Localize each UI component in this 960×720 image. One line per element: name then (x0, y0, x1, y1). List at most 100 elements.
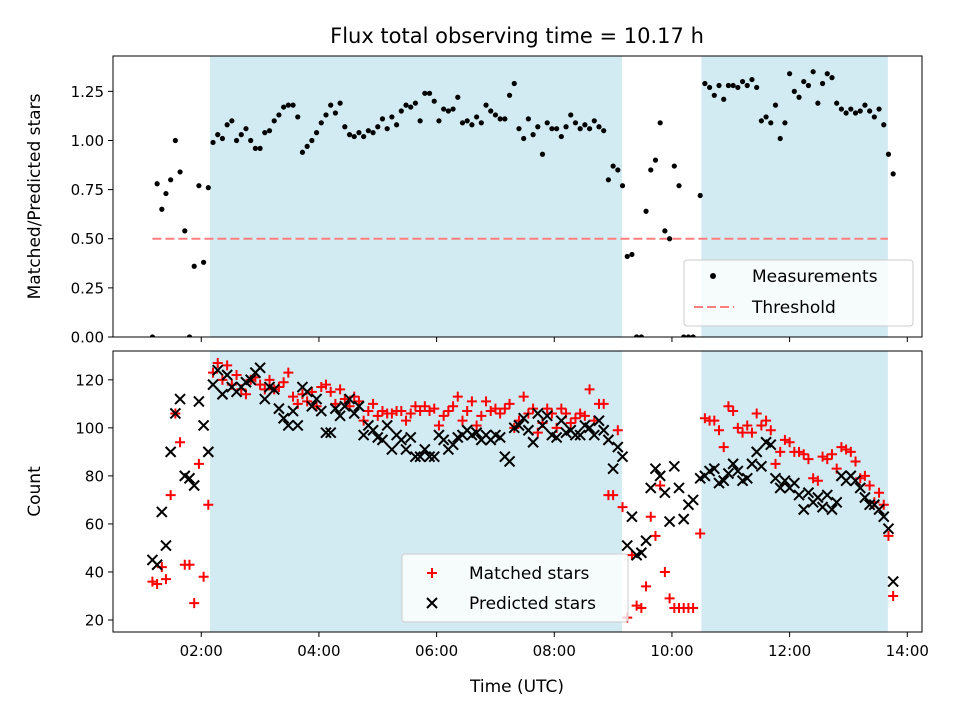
y-tick-label: 120 (75, 371, 104, 389)
measurement-point (422, 90, 428, 96)
measurement-point (506, 92, 513, 98)
predicted-star-point (207, 378, 219, 391)
matched-star-point (761, 415, 772, 426)
matched-star-point (212, 358, 223, 369)
legend-matched-marker (427, 568, 437, 578)
predicted-star-point (569, 429, 582, 441)
predicted-star-point (320, 426, 332, 439)
measurement-point (876, 106, 882, 112)
measurement-point (782, 120, 788, 126)
measurement-point (857, 108, 863, 114)
matched-star-point (490, 403, 501, 414)
measurement-point (243, 126, 249, 132)
measurement-point (643, 208, 649, 214)
measurement-point (159, 206, 165, 212)
matched-star-point (160, 574, 171, 585)
measurement-point (843, 110, 849, 116)
y-tick-label: 0.25 (71, 279, 104, 297)
measurement-point (516, 126, 522, 132)
matched-star-point (198, 571, 209, 582)
axes-frame (112, 55, 923, 338)
measurement-point (619, 183, 626, 189)
matched-star-point (584, 384, 595, 395)
matched-star-point (770, 458, 781, 469)
measurement-point (474, 114, 480, 120)
legend-measurements-label: Measurements (752, 267, 878, 287)
measurement-point (332, 110, 339, 116)
predicted-star-point (292, 419, 304, 432)
measurement-point (196, 183, 202, 189)
measurement-point (662, 228, 668, 234)
measurement-point (408, 104, 414, 110)
legend-box (401, 553, 629, 623)
predicted-star-point (722, 467, 735, 480)
predicted-star-point (727, 458, 739, 470)
measurement-point (657, 120, 663, 126)
matched-star-point (288, 391, 299, 402)
matched-star-point (325, 386, 336, 397)
matched-star-point (419, 401, 430, 412)
y-tick-label: 100 (75, 419, 104, 437)
measurement-point (819, 80, 826, 87)
measurement-point (172, 137, 178, 144)
matched-star-point (845, 446, 856, 457)
predicted-star-point (197, 419, 210, 432)
measurement-point (393, 122, 400, 128)
measurement-point (177, 169, 183, 175)
predicted-star-point (788, 477, 801, 489)
measurement-point (824, 71, 830, 77)
predicted-star-point (244, 374, 257, 386)
predicted-star-point (826, 503, 838, 516)
matched-star-point (372, 410, 383, 421)
measurement-point (796, 94, 802, 100)
measurement-point (601, 128, 607, 134)
measurement-point (257, 145, 263, 151)
predicted-star-point (400, 443, 412, 456)
matched-star-point (152, 578, 163, 589)
measurement-point (711, 92, 717, 98)
matched-star-point (798, 449, 809, 460)
matched-star-point (264, 374, 275, 385)
predicted-star-point (798, 503, 810, 516)
legend: Measurements Threshold (683, 259, 914, 327)
predicted-star-point (437, 434, 450, 446)
predicted-star-point (649, 462, 662, 475)
predicted-star-point (541, 410, 553, 422)
measurement-point (201, 259, 207, 265)
measurement-point (852, 110, 859, 116)
measurement-point (890, 171, 896, 177)
predicted-star-point (668, 460, 681, 472)
matched-star-point (320, 379, 331, 390)
predicted-star-point (555, 414, 568, 427)
predicted-star-point (550, 431, 563, 444)
measurement-point (450, 106, 456, 112)
matched-star-point (556, 403, 567, 414)
measurement-point (544, 120, 550, 126)
matched-star-point (728, 406, 739, 417)
matched-star-point (659, 566, 670, 577)
matched-star-point (438, 410, 449, 421)
predicted-star-point (873, 503, 885, 516)
measurement-point (591, 118, 597, 124)
y-tick-label: 0.00 (71, 329, 104, 347)
measurement-point (885, 151, 892, 157)
predicted-star-point (593, 414, 605, 427)
predicted-star-point (277, 412, 290, 424)
predicted-star-point (882, 523, 895, 535)
predicted-star-point (607, 462, 619, 475)
measurement-point (754, 84, 760, 91)
predicted-star-point (746, 458, 758, 470)
predicted-star-point (348, 407, 360, 420)
predicted-star-point (183, 472, 196, 484)
predicted-star-point (774, 482, 786, 494)
measurement-point (768, 120, 774, 126)
predicted-star-point (574, 429, 586, 441)
x-tick-label: 14:00 (886, 642, 929, 660)
matched-star-point (471, 420, 482, 431)
predicted-star-point (659, 486, 671, 499)
measurement-point (629, 251, 635, 258)
measurement-point (721, 96, 727, 102)
predicted-star-point (612, 441, 624, 453)
matched-star-point (203, 499, 214, 510)
predicted-star-point (532, 407, 544, 420)
